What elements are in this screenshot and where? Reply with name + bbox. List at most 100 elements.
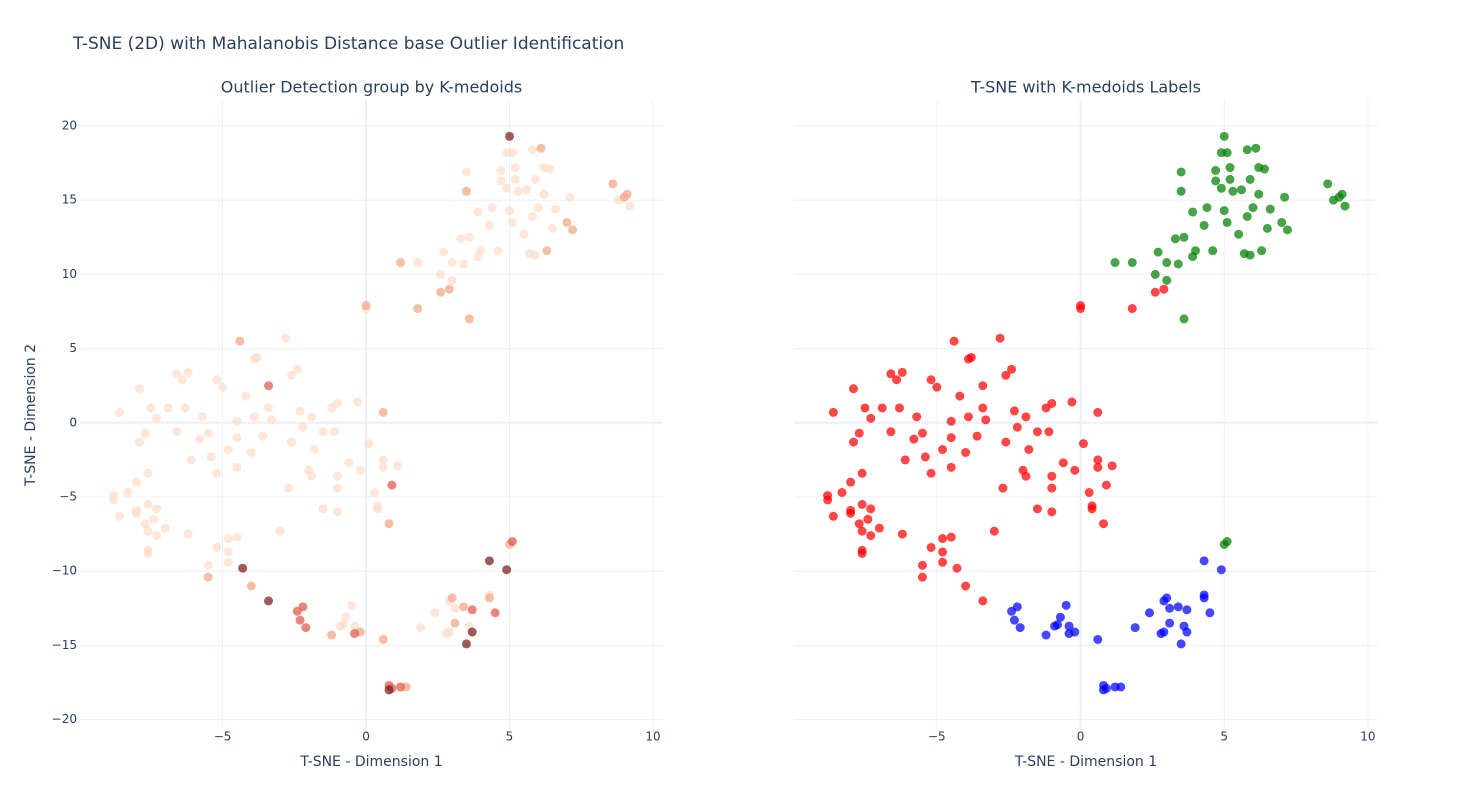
point — [275, 526, 285, 536]
point — [860, 403, 870, 413]
point — [949, 336, 959, 346]
point — [1179, 314, 1189, 324]
point — [378, 455, 388, 465]
point — [292, 606, 302, 616]
point — [252, 352, 262, 362]
point — [548, 223, 558, 233]
point — [1225, 174, 1235, 184]
point — [505, 131, 515, 141]
point — [461, 186, 471, 196]
point — [946, 433, 956, 443]
point — [212, 542, 222, 552]
point — [912, 412, 922, 422]
point — [625, 201, 635, 211]
point — [1009, 406, 1019, 416]
point — [1041, 630, 1051, 640]
point — [1165, 603, 1175, 613]
point — [364, 439, 374, 449]
point — [335, 621, 345, 631]
point — [1007, 606, 1017, 616]
point — [1199, 593, 1209, 603]
point — [978, 403, 988, 413]
point — [1127, 304, 1137, 314]
point — [109, 495, 119, 505]
point — [286, 370, 296, 380]
y-tick-label: 15 — [62, 193, 77, 207]
point — [1150, 287, 1160, 297]
point — [539, 189, 549, 199]
point — [894, 403, 904, 413]
point — [1093, 462, 1103, 472]
point — [522, 185, 532, 195]
point — [1216, 148, 1226, 158]
x-tick-label: 10 — [645, 730, 660, 744]
point — [874, 523, 884, 533]
point — [823, 495, 833, 505]
point — [263, 403, 273, 413]
point — [622, 189, 632, 199]
point — [373, 501, 383, 511]
point — [1032, 504, 1042, 514]
point — [183, 367, 193, 377]
point — [1076, 304, 1086, 314]
point — [562, 217, 572, 227]
point — [490, 608, 500, 618]
x-axis-label: T-SNE - Dimension 1 — [299, 754, 442, 770]
point — [920, 452, 930, 462]
point — [1202, 203, 1212, 213]
y-tick-label: 0 — [69, 415, 77, 429]
point — [1225, 163, 1235, 173]
point — [350, 621, 360, 631]
subplot: Outlier Detection group by K-medoids T-SN… — [23, 78, 663, 770]
point — [1001, 370, 1011, 380]
point — [502, 148, 512, 158]
point — [1248, 203, 1258, 213]
point — [1208, 246, 1218, 256]
point — [510, 174, 520, 184]
point — [1257, 246, 1267, 256]
point — [160, 523, 170, 533]
point — [917, 560, 927, 570]
point — [344, 458, 354, 468]
point — [235, 336, 245, 346]
point — [332, 483, 342, 493]
point — [866, 413, 876, 423]
point — [223, 534, 233, 544]
point — [507, 537, 517, 547]
point — [447, 258, 457, 268]
point — [298, 422, 308, 432]
point — [318, 427, 328, 437]
point — [459, 259, 469, 269]
y-tick-label: −15 — [52, 638, 77, 652]
point — [1176, 167, 1186, 177]
point — [510, 163, 520, 173]
point — [1093, 407, 1103, 417]
point — [972, 431, 982, 441]
point — [232, 433, 242, 443]
point — [857, 545, 867, 555]
point — [387, 480, 397, 490]
point — [1070, 465, 1080, 475]
point — [1159, 596, 1169, 606]
point — [1219, 206, 1229, 216]
x-tick-label: 0 — [362, 730, 370, 744]
point — [413, 258, 423, 268]
point — [212, 375, 222, 385]
point — [473, 252, 483, 262]
point — [1009, 615, 1019, 625]
point — [1162, 275, 1172, 285]
point — [1001, 437, 1011, 447]
point — [917, 572, 927, 582]
point — [140, 519, 150, 529]
point — [1070, 627, 1080, 637]
point — [327, 630, 337, 640]
point — [329, 427, 339, 437]
point — [848, 437, 858, 447]
point — [341, 612, 351, 622]
point — [897, 529, 907, 539]
point — [519, 229, 529, 239]
point — [416, 623, 426, 633]
x-tick-label: 0 — [1077, 730, 1085, 744]
point — [172, 369, 182, 379]
point — [900, 455, 910, 465]
